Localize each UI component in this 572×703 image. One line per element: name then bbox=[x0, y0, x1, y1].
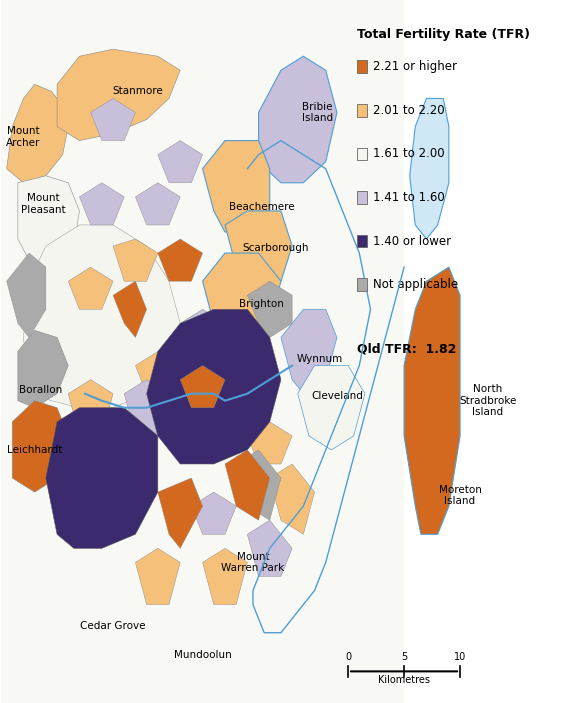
Text: 0: 0 bbox=[345, 652, 351, 662]
Polygon shape bbox=[136, 352, 180, 394]
Polygon shape bbox=[247, 281, 292, 337]
Polygon shape bbox=[404, 267, 460, 534]
Polygon shape bbox=[202, 548, 247, 605]
Polygon shape bbox=[192, 492, 236, 534]
Text: Cedar Grove: Cedar Grove bbox=[80, 621, 146, 631]
Polygon shape bbox=[136, 183, 180, 225]
Text: Mount
Pleasant: Mount Pleasant bbox=[21, 193, 65, 214]
Text: Wynnum: Wynnum bbox=[297, 354, 343, 363]
Polygon shape bbox=[281, 309, 337, 394]
Text: 1.41 to 1.60: 1.41 to 1.60 bbox=[374, 191, 445, 204]
Text: Total Fertility Rate (TFR): Total Fertility Rate (TFR) bbox=[356, 28, 530, 41]
Polygon shape bbox=[124, 380, 169, 436]
Text: 2.21 or higher: 2.21 or higher bbox=[374, 60, 457, 73]
Polygon shape bbox=[146, 309, 281, 464]
Text: Qld TFR:  1.82: Qld TFR: 1.82 bbox=[356, 342, 456, 355]
Polygon shape bbox=[7, 253, 46, 337]
Text: 2.01 to 2.20: 2.01 to 2.20 bbox=[374, 104, 445, 117]
Polygon shape bbox=[57, 49, 180, 141]
Text: Stanmore: Stanmore bbox=[113, 86, 164, 96]
Polygon shape bbox=[298, 366, 365, 450]
Polygon shape bbox=[225, 450, 270, 520]
Polygon shape bbox=[180, 366, 225, 408]
Polygon shape bbox=[158, 478, 202, 548]
Polygon shape bbox=[90, 98, 136, 141]
Text: 1.40 or lower: 1.40 or lower bbox=[374, 235, 451, 247]
Polygon shape bbox=[192, 408, 236, 450]
Text: 1.61 to 2.00: 1.61 to 2.00 bbox=[374, 148, 445, 160]
Text: Bribie
Island: Bribie Island bbox=[302, 102, 333, 123]
Text: 5: 5 bbox=[401, 652, 407, 662]
FancyBboxPatch shape bbox=[356, 278, 367, 291]
Text: Beachemere: Beachemere bbox=[229, 202, 294, 212]
FancyBboxPatch shape bbox=[356, 148, 367, 160]
Text: Mount
Archer: Mount Archer bbox=[6, 127, 41, 148]
FancyBboxPatch shape bbox=[356, 60, 367, 73]
Polygon shape bbox=[270, 464, 315, 534]
Text: Brighton: Brighton bbox=[239, 299, 284, 309]
Text: Cleveland: Cleveland bbox=[311, 392, 363, 401]
Polygon shape bbox=[202, 141, 270, 232]
Polygon shape bbox=[46, 408, 158, 548]
Polygon shape bbox=[202, 253, 281, 337]
Polygon shape bbox=[158, 141, 202, 183]
FancyBboxPatch shape bbox=[356, 191, 367, 204]
Polygon shape bbox=[113, 281, 146, 337]
Text: Kilometres: Kilometres bbox=[378, 676, 430, 685]
Polygon shape bbox=[158, 239, 202, 281]
Text: Not applicable: Not applicable bbox=[374, 278, 458, 291]
Polygon shape bbox=[247, 520, 292, 576]
Polygon shape bbox=[18, 176, 80, 267]
Polygon shape bbox=[225, 211, 292, 288]
Polygon shape bbox=[68, 380, 113, 436]
Text: North
Stradbroke
Island: North Stradbroke Island bbox=[459, 384, 517, 418]
Polygon shape bbox=[247, 422, 292, 464]
Text: Mount
Warren Park: Mount Warren Park bbox=[221, 552, 285, 573]
Polygon shape bbox=[180, 309, 225, 352]
Polygon shape bbox=[23, 225, 180, 408]
Text: Moreton
Island: Moreton Island bbox=[439, 485, 482, 506]
Polygon shape bbox=[18, 330, 68, 408]
Polygon shape bbox=[113, 239, 158, 281]
Polygon shape bbox=[136, 548, 180, 605]
Polygon shape bbox=[259, 56, 337, 183]
Polygon shape bbox=[236, 450, 281, 520]
FancyBboxPatch shape bbox=[356, 235, 367, 247]
FancyBboxPatch shape bbox=[356, 104, 367, 117]
Polygon shape bbox=[68, 267, 113, 309]
Polygon shape bbox=[80, 183, 124, 225]
Polygon shape bbox=[1, 0, 404, 703]
Text: Borallon: Borallon bbox=[19, 385, 62, 395]
Text: Leichhardt: Leichhardt bbox=[7, 445, 62, 455]
Text: Scarborough: Scarborough bbox=[242, 243, 309, 253]
Polygon shape bbox=[7, 84, 68, 183]
Text: Mundoolun: Mundoolun bbox=[174, 650, 232, 660]
Polygon shape bbox=[90, 450, 136, 506]
Text: 10: 10 bbox=[454, 652, 466, 662]
Polygon shape bbox=[410, 98, 449, 239]
Polygon shape bbox=[12, 401, 68, 492]
